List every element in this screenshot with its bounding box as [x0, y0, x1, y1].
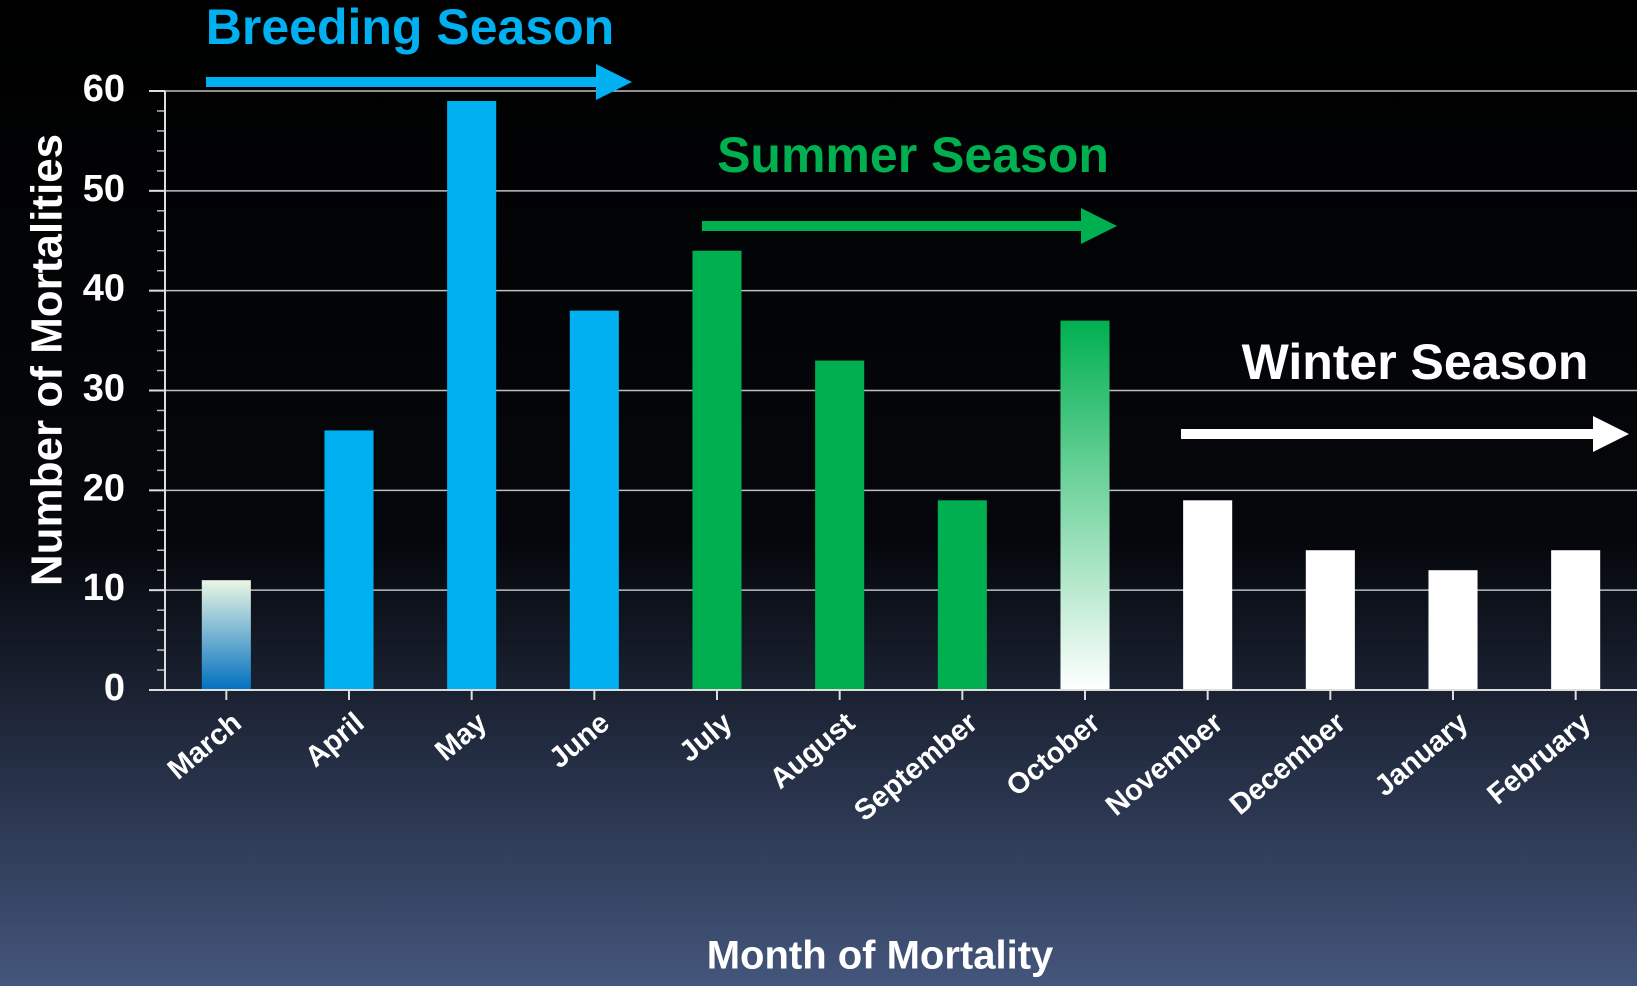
y-tick-label: 50	[83, 168, 125, 210]
bar	[324, 430, 374, 690]
annotation: Breeding Season	[206, 0, 614, 55]
bar	[569, 310, 619, 690]
y-tick-label: 30	[83, 368, 125, 410]
annotation: Winter Season	[1242, 334, 1589, 390]
bar	[692, 250, 742, 690]
bar	[1305, 550, 1355, 690]
y-axis-label: Number of Mortalities	[23, 134, 72, 586]
annotation-arrowhead	[1593, 416, 1629, 452]
y-tick-label: 0	[104, 667, 125, 709]
bar	[201, 580, 251, 690]
bar	[815, 360, 865, 690]
x-axis-label: Month of Mortality	[707, 934, 1054, 978]
bar	[937, 500, 987, 690]
annotation-arrowhead	[596, 64, 632, 100]
bar	[1183, 500, 1233, 690]
annotation: Summer Season	[717, 127, 1109, 183]
annotation-arrowhead	[1081, 208, 1117, 244]
bar	[1428, 570, 1478, 690]
bar	[1060, 320, 1110, 690]
y-tick-label: 60	[83, 68, 125, 110]
y-tick-label: 20	[83, 467, 125, 509]
bar	[447, 100, 497, 690]
y-tick-label: 40	[83, 268, 125, 310]
y-tick-label: 10	[83, 567, 125, 609]
bar	[1551, 550, 1601, 690]
